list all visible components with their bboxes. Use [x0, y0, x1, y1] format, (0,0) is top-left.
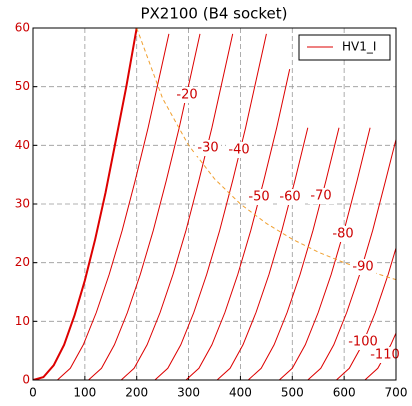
x-tick-label: 300: [177, 386, 200, 400]
x-tick-label: 200: [125, 386, 148, 400]
label-bg: [277, 189, 303, 205]
curve: [185, 68, 291, 380]
label-bg: [330, 226, 356, 242]
curve-label: -40: [228, 143, 249, 158]
curve-label: -30: [197, 141, 218, 156]
curve-label: -60: [279, 190, 300, 205]
curve-label: -110: [370, 348, 400, 363]
x-tick-label: 0: [29, 386, 37, 400]
curve-label: -80: [332, 227, 353, 242]
label-bg: [226, 142, 252, 158]
curve: [33, 28, 138, 380]
x-tick-label: 500: [281, 386, 304, 400]
label-bg: [195, 140, 221, 156]
y-tick-label: 50: [15, 79, 30, 93]
y-tick-label: 40: [15, 138, 30, 152]
x-tick-label: 100: [73, 386, 96, 400]
curve-label: -100: [348, 335, 378, 350]
label-bg: [350, 334, 376, 350]
label-bg: [174, 87, 200, 103]
curve: [307, 139, 396, 380]
chart-title: PX2100 (B4 socket): [140, 5, 287, 23]
curve: [57, 33, 170, 380]
x-tick-label: 700: [385, 386, 408, 400]
label-bg: [372, 347, 398, 363]
y-tick-label: 10: [15, 314, 30, 328]
curve: [336, 247, 396, 380]
curve-label: -50: [248, 190, 269, 205]
curve-label: -20: [176, 88, 197, 103]
frame: [32, 27, 397, 381]
label-bg: [350, 259, 376, 275]
curve: [154, 33, 267, 380]
curve: [216, 127, 309, 380]
y-tick-label: 0: [22, 373, 30, 387]
dashed-curve: [136, 28, 396, 281]
y-tick-label: 20: [15, 255, 30, 269]
curve: [278, 127, 371, 380]
x-tick-label: 600: [333, 386, 356, 400]
legend-label: HV1_I: [342, 40, 376, 54]
curve: [120, 33, 234, 380]
curve-label: -90: [352, 260, 373, 275]
curve-label: -70: [310, 189, 331, 204]
y-tick-label: 60: [15, 21, 30, 35]
x-tick-label: 400: [229, 386, 252, 400]
y-tick-label: 30: [15, 197, 30, 211]
label-bg: [246, 189, 272, 205]
label-bg: [308, 188, 334, 204]
